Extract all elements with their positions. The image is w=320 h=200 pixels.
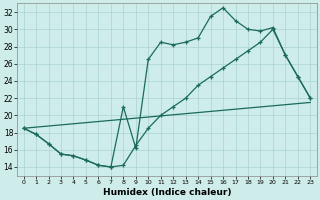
X-axis label: Humidex (Indice chaleur): Humidex (Indice chaleur) <box>103 188 231 197</box>
